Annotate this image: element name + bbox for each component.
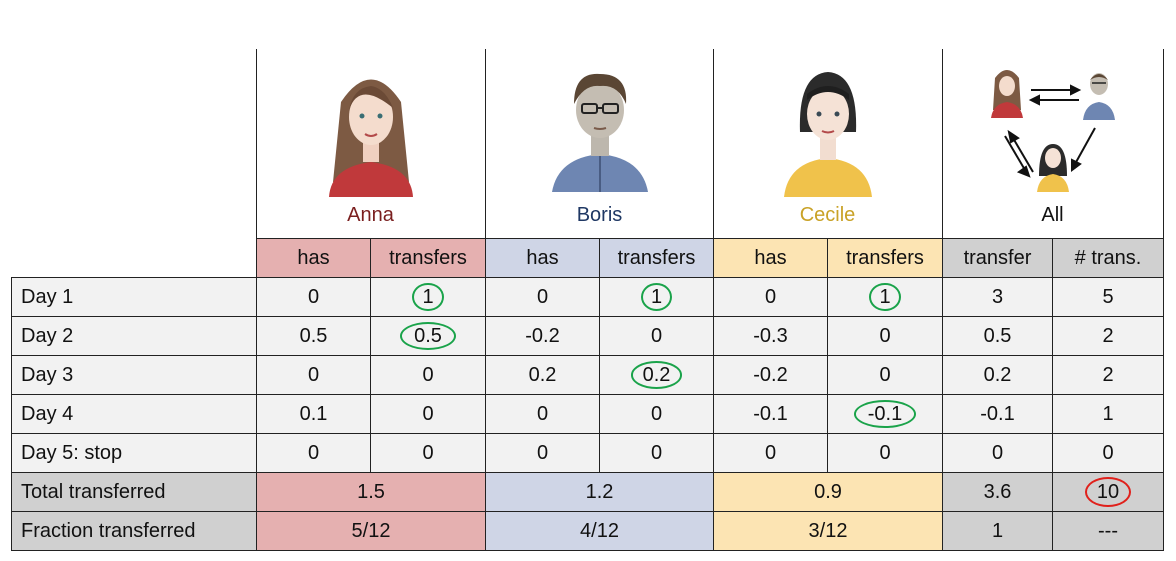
table-cell: 0: [599, 316, 714, 356]
all-fraction-count: ---: [1052, 511, 1164, 551]
table-cell: 0: [827, 433, 943, 473]
highlight-circle: 0.2: [630, 361, 683, 389]
table-cell: 0: [370, 394, 486, 434]
table-cell: -0.1: [827, 394, 943, 434]
cecile-portrait: [784, 72, 872, 197]
table-cell: 0.5: [370, 316, 486, 356]
row-label: Day 2: [11, 316, 257, 356]
total-row: Total transferred 1.5 1.2 0.9 3.6 10: [11, 472, 1164, 512]
table-row: Day 3 0 0 0.2 0.2 -0.2 0 0.2 2: [11, 355, 1164, 395]
row-label: Day 1: [11, 277, 257, 317]
transfer-table: has transfers has transfers has transfer…: [11, 238, 1164, 551]
all-fraction-transfer: 1: [942, 511, 1053, 551]
table-cell: 0: [256, 355, 371, 395]
table-cell: -0.1: [942, 394, 1053, 434]
row-label: Day 4: [11, 394, 257, 434]
boris-fraction: 4/12: [485, 511, 714, 551]
all-total-transfer: 3.6: [942, 472, 1053, 512]
table-cell: 1: [827, 277, 943, 317]
anna-portrait: [329, 79, 413, 197]
table-cell: 0: [256, 433, 371, 473]
anna-mini-icon: [991, 70, 1023, 118]
boris-portrait: [552, 73, 648, 192]
table-cell: 0: [370, 433, 486, 473]
boris-total: 1.2: [485, 472, 714, 512]
cecile-name: Cecile: [799, 204, 856, 226]
table-cell: 0: [713, 433, 828, 473]
anna-fraction: 5/12: [256, 511, 486, 551]
highlight-circle: 1: [412, 283, 444, 311]
table-cell: 0.2: [599, 355, 714, 395]
corner-blank: [12, 239, 257, 278]
table-cell: 0: [485, 433, 600, 473]
table-cell: 3: [942, 277, 1053, 317]
subheader-cecile-transfers: transfers: [827, 238, 943, 278]
boris-name: Boris: [576, 204, 623, 226]
cecile-fraction: 3/12: [713, 511, 943, 551]
subheader-boris-has: has: [485, 238, 600, 278]
subheader-anna-has: has: [256, 238, 371, 278]
fraction-row: Fraction transferred 5/12 4/12 3/12 1 --…: [11, 511, 1164, 551]
table-cell: 1: [1052, 394, 1164, 434]
table-cell: 5: [1052, 277, 1164, 317]
table-cell: 0.2: [485, 355, 600, 395]
table-cell: 0: [256, 277, 371, 317]
table-cell: -0.2: [713, 355, 828, 395]
table-cell: 0.5: [256, 316, 371, 356]
fraction-label: Fraction transferred: [11, 511, 257, 551]
table-cell: -0.3: [713, 316, 828, 356]
subheader-anna-transfers: transfers: [370, 238, 486, 278]
anna-total: 1.5: [256, 472, 486, 512]
all-total-count: 10: [1052, 472, 1164, 512]
table-cell: 0: [485, 394, 600, 434]
total-count-circle: 10: [1084, 477, 1132, 507]
highlight-circle: -0.1: [853, 400, 917, 428]
subheader-cecile-has: has: [713, 238, 828, 278]
boris-mini-icon: [1083, 73, 1115, 120]
anna-name: Anna: [347, 204, 394, 226]
table-cell: 2: [1052, 355, 1164, 395]
table-cell: 0: [370, 355, 486, 395]
table-cell: 0: [827, 316, 943, 356]
table-cell: 1: [599, 277, 714, 317]
transfer-cycle-diagram: [991, 70, 1115, 192]
table-cell: 0: [942, 433, 1053, 473]
table-row: Day 1 0 1 0 1 0 1 3 5: [11, 277, 1164, 317]
table-row: Day 2 0.5 0.5 -0.2 0 -0.3 0 0.5 2: [11, 316, 1164, 356]
table-row: Day 4 0.1 0 0 0 -0.1 -0.1 -0.1 1: [11, 394, 1164, 434]
cecile-total: 0.9: [713, 472, 943, 512]
highlight-circle: 0.5: [400, 322, 456, 350]
highlight-circle: 1: [640, 283, 673, 311]
subheader-row: has transfers has transfers has transfer…: [12, 238, 1164, 278]
subheader-all-count: # trans.: [1052, 238, 1164, 278]
subheader-all-transfer: transfer: [942, 238, 1053, 278]
table-cell: 0.2: [942, 355, 1053, 395]
table-cell: 0: [713, 277, 828, 317]
total-label: Total transferred: [11, 472, 257, 512]
table-cell: 0.1: [256, 394, 371, 434]
table-cell: 0: [827, 355, 943, 395]
table-cell: 0.5: [942, 316, 1053, 356]
table-cell: 2: [1052, 316, 1164, 356]
table-cell: 0: [599, 433, 714, 473]
subheader-boris-transfers: transfers: [599, 238, 714, 278]
cecile-mini-icon: [1037, 144, 1069, 192]
table-cell: -0.1: [713, 394, 828, 434]
row-label: Day 3: [11, 355, 257, 395]
highlight-circle: 1: [869, 283, 901, 311]
table-cell: 0: [485, 277, 600, 317]
table-row: Day 5: stop 0 0 0 0 0 0 0 0: [11, 433, 1164, 473]
table-cell: 1: [370, 277, 486, 317]
table-cell: 0: [599, 394, 714, 434]
table-cell: -0.2: [485, 316, 600, 356]
table-cell: 0: [1052, 433, 1164, 473]
row-label: Day 5: stop: [11, 433, 257, 473]
all-name: All: [1041, 204, 1064, 226]
